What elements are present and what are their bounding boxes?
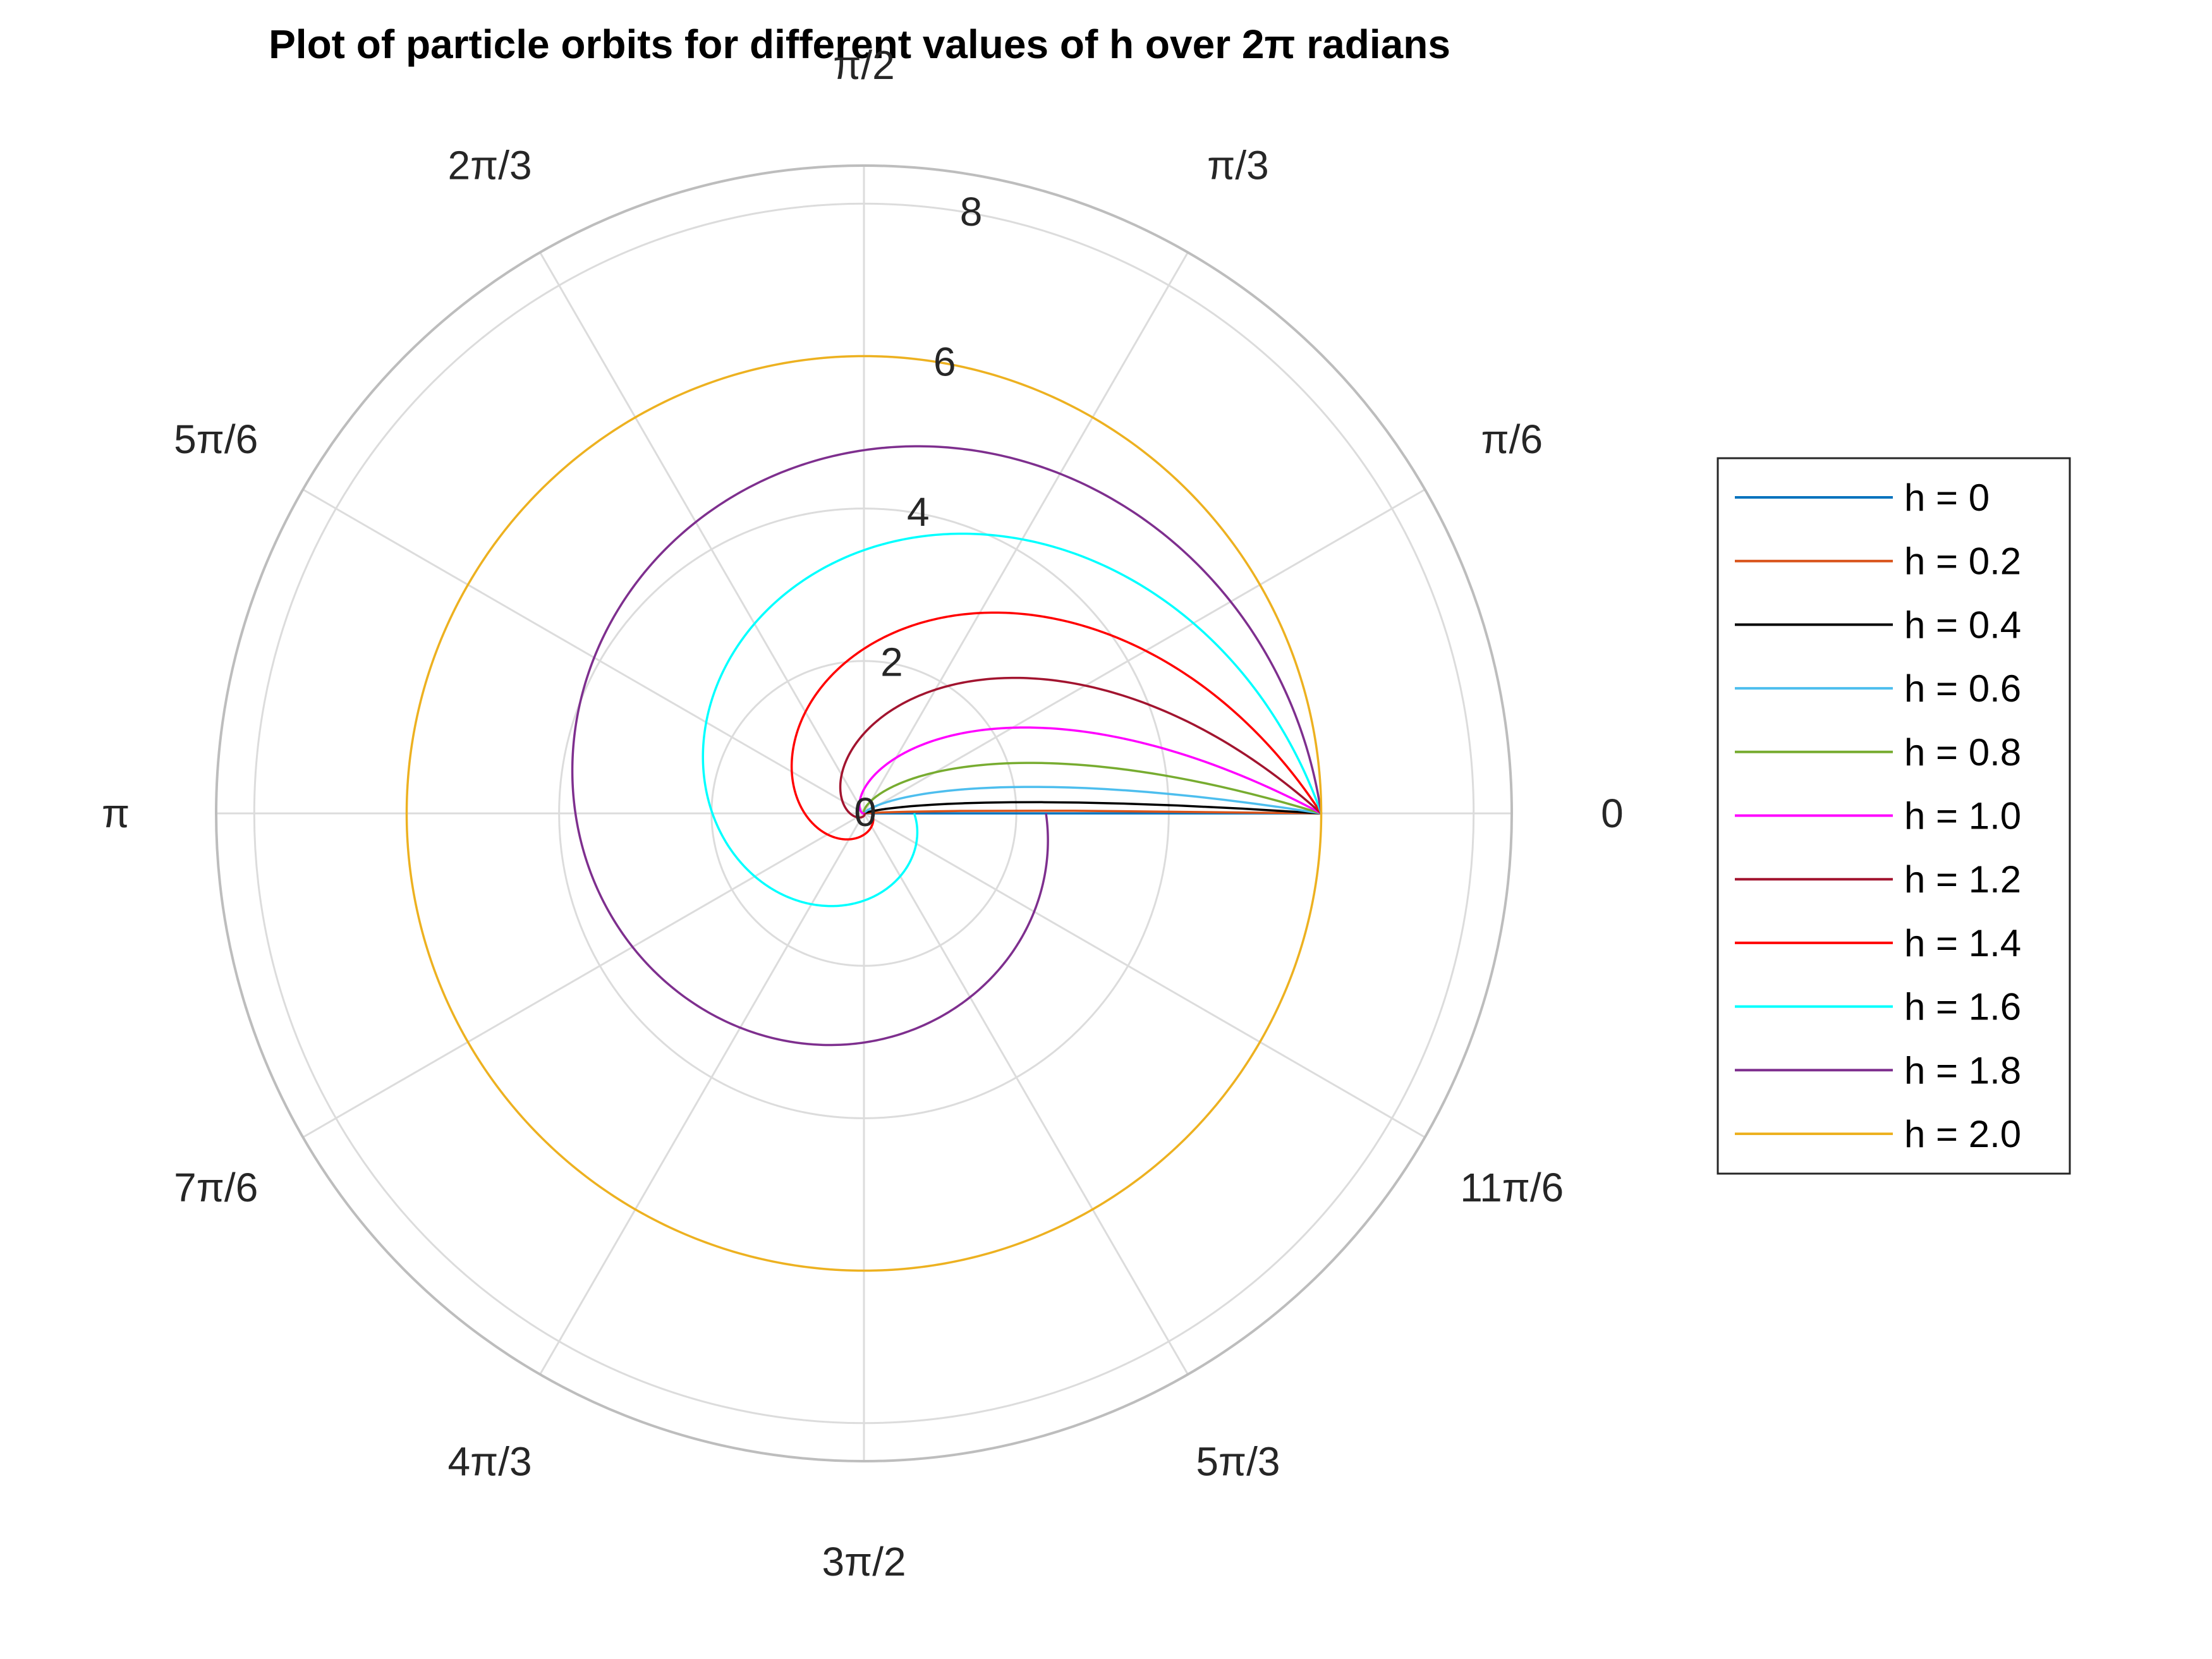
- legend-label: h = 0.8: [1904, 731, 2021, 774]
- theta-tick-label: π: [102, 791, 130, 836]
- series-lines: [405, 355, 1323, 1272]
- series-line: [702, 532, 1323, 908]
- legend-label: h = 1.6: [1904, 986, 2021, 1028]
- legend-label: h = 0.2: [1904, 540, 2021, 583]
- r-tick-label: 4: [907, 489, 930, 535]
- series-line: [571, 445, 1323, 1047]
- theta-tick-label: π/2: [833, 42, 895, 88]
- legend-label: h = 0: [1904, 477, 1990, 519]
- theta-tick-label: π/6: [1481, 416, 1543, 462]
- series-line: [839, 676, 1322, 819]
- theta-tick-label: 4π/3: [448, 1438, 532, 1484]
- theta-gridline: [863, 252, 1189, 814]
- chart-title: Plot of particle orbits for different va…: [269, 21, 1450, 67]
- theta-tick-label: 3π/2: [822, 1539, 906, 1584]
- legend-label: h = 1.8: [1904, 1049, 2021, 1091]
- legend: h = 0 h = 0.2 h = 0.4 h = 0.6 h = 0.8 h = 1.0…: [1717, 457, 2071, 1175]
- r-gridline: [253, 202, 1475, 1425]
- theta-gridline: [539, 252, 865, 814]
- r-tick-label: 0: [854, 789, 877, 835]
- theta-gridline: [302, 812, 865, 1138]
- r-tick-label: 2: [880, 639, 903, 684]
- legend-label: h = 1.4: [1904, 922, 2021, 964]
- r-tick-label: 6: [933, 339, 956, 384]
- theta-tick-label: 2π/3: [448, 143, 532, 188]
- series-line: [790, 611, 1322, 841]
- theta-tick-label: 0: [1601, 791, 1624, 836]
- series-line: [405, 355, 1323, 1272]
- theta-tick-label: 5π/6: [174, 416, 258, 462]
- theta-gridline: [863, 489, 1426, 815]
- theta-gridline: [302, 489, 865, 815]
- theta-gridline: [863, 813, 1189, 1375]
- legend-label: h = 2.0: [1904, 1113, 2021, 1155]
- legend-label: h = 0.4: [1904, 604, 2021, 646]
- theta-tick-label: 7π/6: [174, 1165, 258, 1210]
- series-line: [858, 726, 1322, 815]
- theta-gridline: [539, 813, 865, 1375]
- theta-gridline: [863, 812, 1426, 1138]
- theta-tick-label: 5π/3: [1196, 1438, 1280, 1484]
- theta-tick-label: π/3: [1207, 143, 1269, 188]
- polar-grid: [215, 164, 1513, 1462]
- legend-label: h = 0.6: [1904, 667, 2021, 710]
- polar-boundary: [215, 164, 1513, 1462]
- polar-tick-labels: 0 π/6 π/3 π/2 2π/3 5π/6 π 7π/6 4π/3 3π/2 5π/3 11π/6…: [102, 42, 1624, 1584]
- theta-tick-label: 11π/6: [1460, 1165, 1564, 1210]
- legend-label: h = 1.0: [1904, 795, 2021, 837]
- r-tick-label: 8: [960, 189, 983, 234]
- legend-label: h = 1.2: [1904, 858, 2021, 901]
